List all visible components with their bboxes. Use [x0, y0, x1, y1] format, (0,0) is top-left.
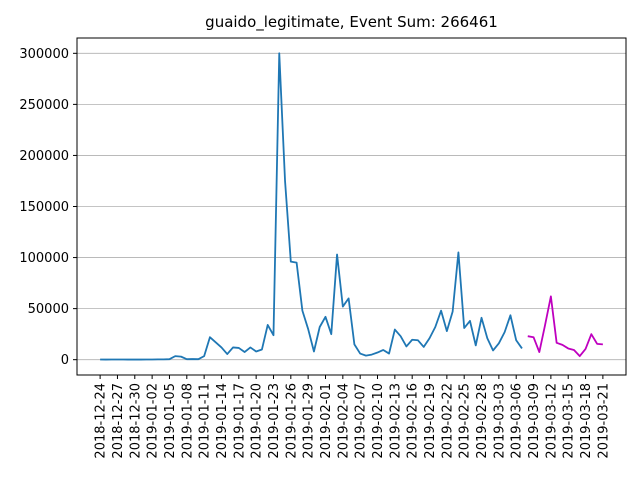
x-tick-label: 2018-12-24: [94, 383, 109, 459]
x-tick-label: 2019-02-10: [371, 383, 386, 459]
x-tick-label: 2019-03-21: [596, 383, 611, 459]
x-tick-label: 2019-01-17: [232, 383, 247, 459]
x-tick-label: 2019-03-09: [527, 383, 542, 459]
series-group: [100, 52, 603, 361]
y-axis: 0 50000 100000 150000 200000 250000 300000: [19, 47, 77, 368]
x-tick-label: 2019-02-22: [440, 383, 455, 459]
x-tick-label: 2019-01-26: [284, 383, 299, 459]
x-tick-label: 2019-02-25: [458, 383, 473, 459]
series-line-1: [527, 295, 603, 358]
y-tick-label: 250000: [19, 98, 69, 113]
x-tick-label: 2019-01-23: [267, 383, 282, 459]
x-tick-label: 2019-02-07: [354, 383, 369, 459]
x-tick-label: 2019-03-12: [544, 383, 559, 459]
y-tick-label: 0: [61, 353, 69, 368]
x-tick-label: 2019-02-28: [475, 383, 490, 459]
x-tick-label: 2019-01-20: [250, 383, 265, 459]
y-tick-label: 200000: [19, 149, 69, 164]
x-tick-label: 2019-03-03: [492, 383, 507, 459]
x-tick-label: 2018-12-30: [128, 383, 143, 459]
x-tick-label: 2019-01-08: [180, 383, 195, 459]
x-tick-label: 2019-03-06: [510, 383, 525, 459]
x-tick-label: 2019-01-14: [215, 383, 230, 459]
x-tick-label: 2019-03-18: [579, 383, 594, 459]
chart-title: guaido_legitimate, Event Sum: 266461: [205, 13, 498, 32]
x-tick-label: 2019-02-13: [388, 383, 403, 459]
x-tick-label: 2019-03-15: [562, 383, 577, 459]
y-tick-label: 150000: [19, 200, 69, 215]
y-tick-label: 100000: [19, 251, 69, 266]
series-line-0: [100, 52, 523, 361]
y-tick-label: 300000: [19, 47, 69, 62]
x-tick-label: 2019-01-29: [302, 383, 317, 459]
x-tick-label: 2019-01-11: [198, 383, 213, 459]
x-tick-label: 2019-02-04: [336, 383, 351, 459]
x-tick-label: 2019-02-19: [423, 383, 438, 459]
x-tick-label: 2019-01-02: [146, 383, 161, 459]
y-tick-label: 50000: [28, 302, 69, 317]
x-tick-label: 2019-01-05: [163, 383, 178, 459]
x-tick-label: 2019-02-01: [319, 383, 334, 459]
x-tick-label: 2018-12-27: [111, 383, 126, 459]
x-tick-label: 2019-02-16: [406, 383, 421, 459]
x-axis: 2018-12-24 2018-12-27 2018-12-30 2019-01-02…: [94, 375, 611, 459]
